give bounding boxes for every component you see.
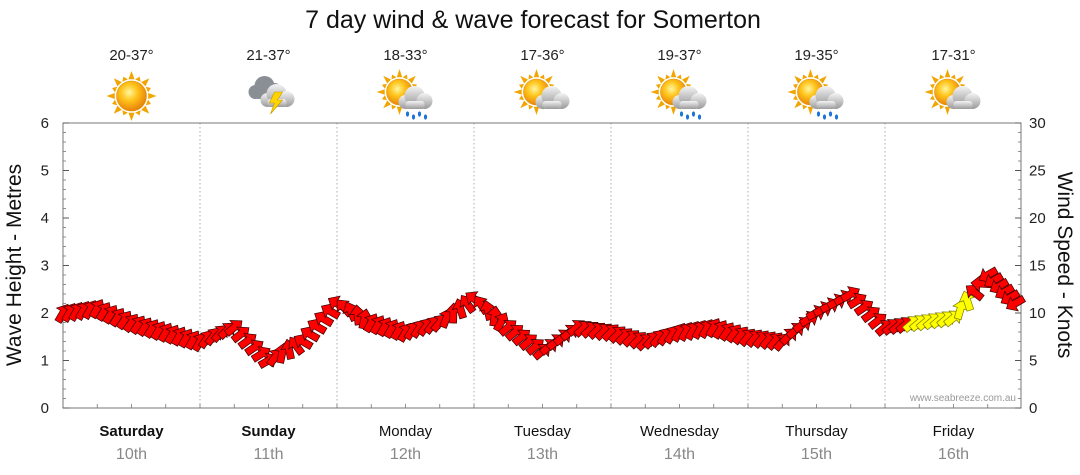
wind-arrows bbox=[54, 266, 1026, 370]
x-axis-labels: Saturday 10th Sunday 11th Monday 12th Tuesday 1… bbox=[99, 423, 974, 463]
right-tick-label: 5 bbox=[1029, 353, 1037, 370]
left-tick-label: 1 bbox=[41, 353, 49, 370]
right-tick-label: 0 bbox=[1029, 400, 1037, 417]
day-name-label: Friday bbox=[933, 423, 975, 440]
watermark: www.seabreeze.com.au bbox=[909, 393, 1016, 404]
day-date-label: 15th bbox=[801, 446, 832, 463]
left-y-axis: 0 1 2 3 4 5 6 bbox=[41, 115, 69, 417]
plot-area bbox=[62, 122, 1022, 409]
left-tick-label: 0 bbox=[41, 400, 49, 417]
right-tick-label: 10 bbox=[1029, 305, 1046, 322]
day-date-label: 14th bbox=[664, 446, 695, 463]
temperature-label: 17-31° bbox=[931, 47, 975, 64]
wind-arrow bbox=[293, 333, 314, 351]
wind-arrow bbox=[300, 325, 321, 343]
temperature-label: 21-37° bbox=[246, 47, 290, 64]
right-tick-label: 15 bbox=[1029, 258, 1046, 275]
sun-cloud-rain-icon bbox=[787, 69, 844, 120]
sun-cloud-rain-icon bbox=[650, 69, 707, 120]
left-tick-label: 3 bbox=[41, 258, 49, 275]
day-date-label: 16th bbox=[938, 446, 969, 463]
day-date-label: 11th bbox=[254, 446, 284, 463]
day-name-label: Wednesday bbox=[640, 423, 719, 440]
day-name-label: Thursday bbox=[785, 423, 848, 440]
day-name-label: Tuesday bbox=[514, 423, 571, 440]
thunderstorm-icon bbox=[248, 76, 295, 115]
left-tick-label: 2 bbox=[41, 305, 49, 322]
left-tick-label: 6 bbox=[41, 115, 49, 132]
sun-cloud-icon bbox=[513, 69, 570, 115]
left-tick-label: 5 bbox=[41, 163, 49, 180]
right-axis-label: Wind Speed - Knots bbox=[1053, 172, 1076, 359]
right-tick-label: 30 bbox=[1029, 115, 1046, 132]
right-y-axis: 0 5 10 15 20 25 30 bbox=[1015, 115, 1046, 417]
wind-arrow bbox=[307, 318, 328, 335]
day-date-label: 13th bbox=[527, 446, 558, 463]
day-name-label: Monday bbox=[379, 423, 433, 440]
sunny-icon bbox=[106, 71, 157, 121]
sun-cloud-icon bbox=[924, 69, 981, 115]
wind-arrow bbox=[965, 284, 985, 302]
chart-title: 7 day wind & wave forecast for Somerton bbox=[305, 6, 761, 34]
temperature-label: 17-36° bbox=[520, 47, 564, 64]
day-date-label: 12th bbox=[390, 446, 421, 463]
grid-lines bbox=[62, 123, 989, 408]
temperature-label: 18-33° bbox=[383, 47, 427, 64]
right-tick-label: 20 bbox=[1029, 210, 1046, 227]
wind-arrow bbox=[223, 320, 243, 337]
left-tick-label: 4 bbox=[41, 210, 49, 227]
right-tick-label: 25 bbox=[1029, 163, 1046, 180]
day-name-label: Saturday bbox=[99, 423, 164, 440]
temperature-label: 19-37° bbox=[657, 47, 701, 64]
temperature-label: 19-35° bbox=[794, 47, 838, 64]
day-name-label: Sunday bbox=[241, 423, 296, 440]
left-axis-label: Wave Height - Metres bbox=[3, 164, 26, 366]
sun-cloud-rain-icon bbox=[376, 69, 433, 120]
wind-arrow bbox=[1005, 294, 1026, 312]
wind-arrow bbox=[314, 310, 335, 328]
wind-arrow bbox=[320, 303, 341, 320]
temperature-label: 20-37° bbox=[109, 47, 153, 64]
day-date-label: 10th bbox=[116, 446, 147, 463]
